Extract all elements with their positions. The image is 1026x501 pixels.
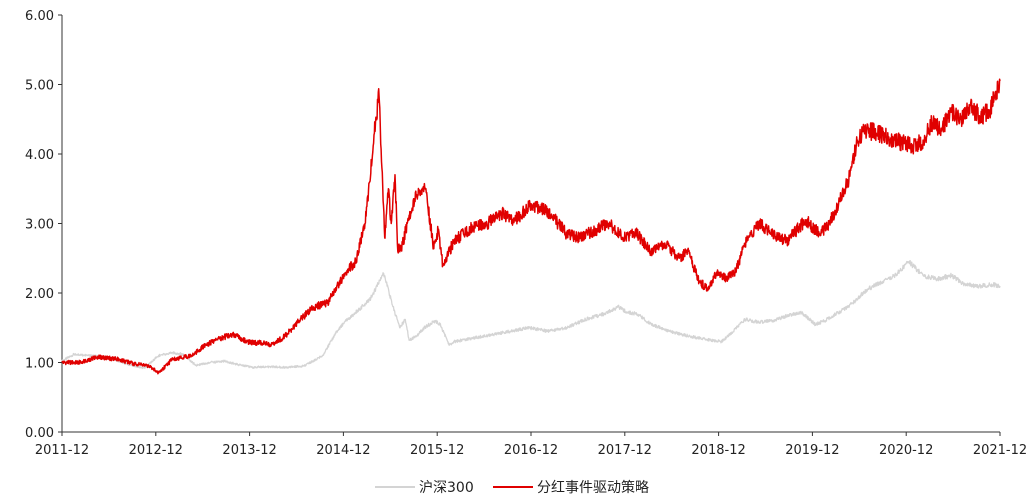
series-line-0 <box>61 260 1001 370</box>
y-tick-label: 0.00 <box>25 426 54 441</box>
y-tick-label: 2.00 <box>25 287 54 302</box>
x-tick-label: 2013-12 <box>222 443 276 458</box>
legend-label-0: 沪深300 <box>419 480 474 496</box>
legend-label-1: 分红事件驱动策略 <box>537 479 649 496</box>
x-tick-label: 2011-12 <box>35 443 89 458</box>
series-lines <box>61 78 1001 375</box>
axes: 0.00 1.00 2.00 3.00 4.00 5.00 6.00 2011-12 2012-… <box>25 9 1026 458</box>
x-tick-label: 2017-12 <box>598 443 652 458</box>
y-tick-label: 1.00 <box>25 357 54 372</box>
series-line-1 <box>61 78 1001 375</box>
x-tick-label: 2018-12 <box>691 443 745 458</box>
legend: 沪深300 分红事件驱动策略 <box>375 479 649 496</box>
x-tick-label: 2015-12 <box>410 443 464 458</box>
y-tick-label: 5.00 <box>25 79 54 94</box>
y-tick-label: 3.00 <box>25 218 54 233</box>
y-tick-label: 4.00 <box>25 148 54 163</box>
x-tick-label: 2020-12 <box>879 443 933 458</box>
x-tick-label: 2016-12 <box>504 443 558 458</box>
x-tick-label: 2021-12 <box>973 443 1026 458</box>
x-tick-label: 2014-12 <box>316 443 370 458</box>
x-tick-label: 2019-12 <box>785 443 839 458</box>
y-tick-label: 6.00 <box>25 9 54 24</box>
x-tick-label: 2012-12 <box>129 443 183 458</box>
